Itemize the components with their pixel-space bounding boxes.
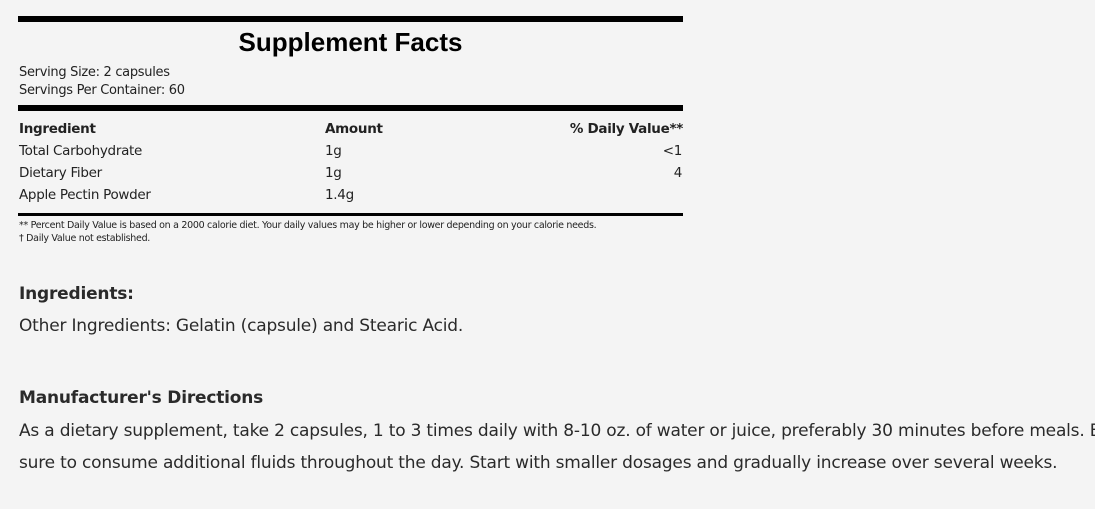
directions-line-1: As a dietary supplement, take 2 capsules… — [19, 421, 1095, 441]
table-row-amount: 1g — [325, 165, 342, 181]
table-row-ingredient: Total Carbohydrate — [19, 143, 143, 159]
directions-heading: Manufacturer's Directions — [19, 388, 264, 408]
servings-per-container: Servings Per Container: 60 — [19, 83, 185, 98]
table-row-dv: <1 — [662, 143, 683, 159]
bottom-rule — [18, 213, 683, 216]
ingredients-text: Other Ingredients: Gelatin (capsule) and… — [19, 316, 464, 336]
table-row-amount: 1.4g — [325, 187, 354, 203]
header-daily-value: % Daily Value** — [569, 121, 683, 137]
ingredients-heading: Ingredients: — [19, 284, 134, 304]
header-amount: Amount — [325, 121, 383, 137]
page-title: Supplement Facts — [238, 27, 463, 57]
footnote-daily-value: ** Percent Daily Value is based on a 200… — [19, 220, 597, 231]
serving-size: Serving Size: 2 capsules — [19, 65, 170, 80]
middle-rule — [18, 105, 683, 111]
table-row-amount: 1g — [325, 143, 342, 159]
table-row-ingredient: Apple Pectin Powder — [19, 187, 151, 203]
table-row-dv: 4 — [673, 165, 683, 181]
directions-line-2: sure to consume additional fluids throug… — [19, 453, 1058, 473]
table-row-ingredient: Dietary Fiber — [19, 165, 102, 181]
top-rule — [18, 16, 683, 22]
footnote-not-established: † Daily Value not established. — [19, 233, 151, 244]
header-ingredient: Ingredient — [19, 121, 96, 137]
